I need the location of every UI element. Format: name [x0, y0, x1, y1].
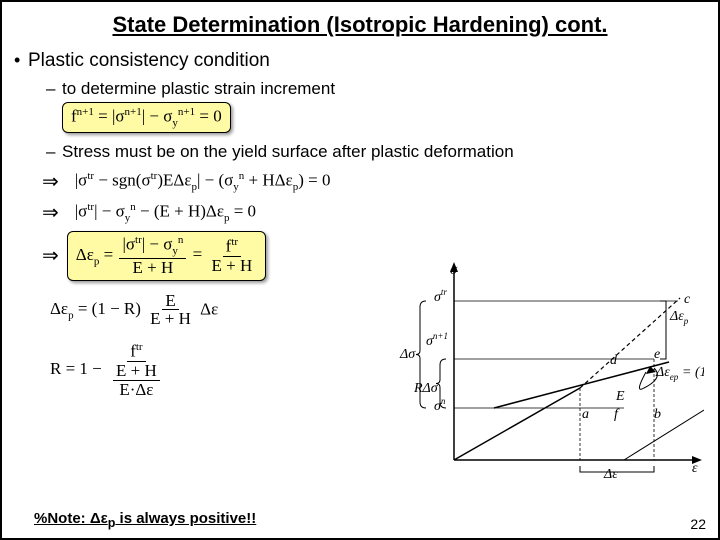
svg-text:= (1−R)Δε: = (1−R)Δε: [682, 365, 704, 380]
svg-text:e: e: [654, 347, 660, 362]
svg-text:σtr: σtr: [434, 287, 447, 305]
eq5: Δεp = (1 − R) EE + H Δε: [42, 289, 226, 332]
svg-text:a: a: [582, 407, 589, 422]
svg-text:σn: σn: [434, 396, 446, 414]
bullet-sub1: to determine plastic strain increment: [2, 76, 718, 102]
svg-text:Δε: Δε: [603, 467, 618, 482]
implies-icon: ⇒: [42, 169, 59, 194]
svg-text:d: d: [610, 353, 618, 368]
implies-icon: ⇒: [42, 200, 59, 225]
svg-text:σ: σ: [450, 263, 458, 278]
svg-text:Δεp: Δεp: [669, 309, 689, 326]
implies-icon: ⇒: [42, 243, 59, 268]
bullet-main: Plastic consistency condition: [2, 44, 718, 76]
bullet-sub2: Stress must be on the yield surface afte…: [2, 139, 718, 165]
eq1-row: fn+1 = |σn+1| − σyn+1 = 0: [2, 102, 718, 133]
svg-text:b: b: [654, 407, 661, 422]
svg-text:σn+1: σn+1: [426, 331, 448, 349]
note-text: %Note: Δεp is always positive!!: [34, 510, 256, 530]
eq2: |σtr − sgn(σtr)EΔεp| − (σyn + HΔεp) = 0: [67, 167, 339, 196]
svg-text:c: c: [684, 292, 691, 307]
eq1: fn+1 = |σn+1| − σyn+1 = 0: [62, 102, 231, 133]
stress-strain-diagram: σσtr σn+1 σn Δσ RΔσ Eε Δε Δεp Δεep= (1−R)Δε a b c d e…: [394, 260, 704, 490]
svg-text:ε: ε: [692, 461, 698, 476]
svg-text:RΔσ: RΔσ: [413, 381, 439, 396]
svg-text:Δσ: Δσ: [399, 347, 416, 362]
eq6: R = 1 − ftr E + HE·Δε: [42, 339, 175, 401]
eq4: Δεp = |σtr| − σynE + H = ftrE + H: [67, 231, 266, 280]
eq3: |σtr| − σyn − (E + H)Δεp = 0: [67, 198, 264, 227]
page-number: 22: [690, 516, 706, 532]
page-title: State Determination (Isotropic Hardening…: [2, 2, 718, 44]
svg-text:f: f: [614, 407, 620, 422]
svg-text:E: E: [615, 389, 625, 404]
svg-text:Δεep: Δεep: [655, 365, 679, 382]
